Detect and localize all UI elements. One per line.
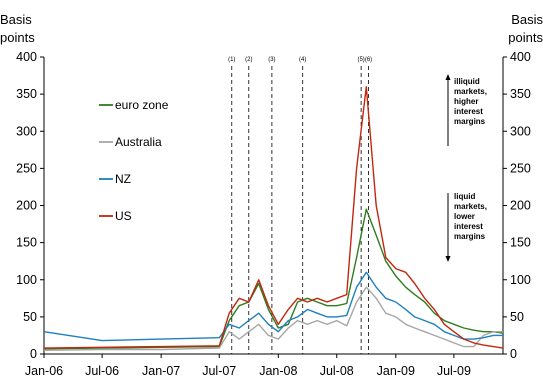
x-tick-label: Jan-09 [377,364,415,378]
left-axis-title: Basis points [0,12,35,45]
event-marker-label: (2) [245,57,252,63]
left-y-tick-label: 200 [16,199,37,213]
legend: euro zone Australia NZ US [99,98,169,223]
right-y-tick-label: 150 [510,236,531,250]
right-y-tick-label: 100 [510,273,531,287]
right-y-tick-label: 0 [510,347,517,361]
x-tick-label: Jul-08 [320,364,354,378]
x-tick-label: Jan-06 [25,364,63,378]
right-y-ticks: 0 50 100 150 200 250 300 350 400 [503,50,531,361]
event-marker-label: (5) [357,57,364,63]
annotations: illiquidmarkets,higherinterestmarginsliq… [445,74,487,262]
event-marker-label: (3) [268,57,275,63]
event-marker-label: (6) [365,57,372,63]
left-y-tick-label: 0 [30,347,37,361]
lower-annotation-line: markets, [454,202,487,211]
series-line-australia [43,286,503,351]
series-lines [43,85,504,351]
legend-label: US [115,209,132,223]
right-y-tick-label: 250 [510,161,531,175]
left-y-tick-label: 350 [16,87,37,101]
left-axis-title-line-2: points [0,30,35,45]
legend-label: euro zone [115,98,169,112]
right-y-tick-label: 400 [510,50,531,64]
series-line-nz [43,271,503,342]
x-tick-label: Jan-07 [142,364,180,378]
event-marker-label: (1) [228,57,235,63]
left-y-tick-label: 400 [16,50,37,64]
x-tick-label: Jul-09 [437,364,471,378]
right-y-tick-label: 300 [510,124,531,138]
left-y-ticks: 0 50 100 150 200 250 300 350 400 [16,50,44,361]
upper-annotation-line: margins [454,117,486,126]
left-y-tick-label: 300 [16,124,37,138]
upper-annotation-line: interest [454,107,483,116]
lower-annotation-line: margins [454,232,486,241]
right-axis-title-line-1: Basis [511,12,543,27]
x-tick-label: Jul-06 [85,364,119,378]
left-y-tick-label: 100 [16,273,37,287]
upper-annotation-line: higher [454,97,478,106]
event-marker-label: (4) [299,57,306,63]
x-ticks: Jan-06 Jul-06 Jan-07 Jul-07 Jan-08 Jul-08 Jan-… [25,354,471,378]
left-y-tick-label: 250 [16,161,37,175]
right-y-tick-label: 50 [510,310,524,324]
left-y-tick-label: 50 [23,310,37,324]
upper-arrow-head [445,74,451,80]
lower-annotation-line: liquid [454,192,475,201]
upper-annotation-line: illiquid [454,77,480,86]
legend-label: NZ [115,172,131,186]
series-line-us [43,85,504,349]
event-markers: (1) (2) (3) (4) (5) (6) [228,57,372,354]
lower-annotation-line: interest [454,222,483,231]
left-axis-title-line-1: Basis [0,12,32,27]
lower-annotation-line: lower [454,212,475,221]
right-y-tick-label: 200 [510,199,531,213]
right-y-tick-label: 350 [510,87,531,101]
left-y-tick-label: 150 [16,236,37,250]
right-axis-title: Basis points [508,12,543,45]
x-tick-label: Jan-08 [259,364,297,378]
x-tick-label: Jul-07 [202,364,236,378]
legend-label: Australia [115,135,162,149]
series-line-euro-zone [43,208,504,350]
lower-arrow-head [445,256,451,262]
upper-annotation-line: markets, [454,87,487,96]
right-axis-title-line-2: points [508,30,543,45]
